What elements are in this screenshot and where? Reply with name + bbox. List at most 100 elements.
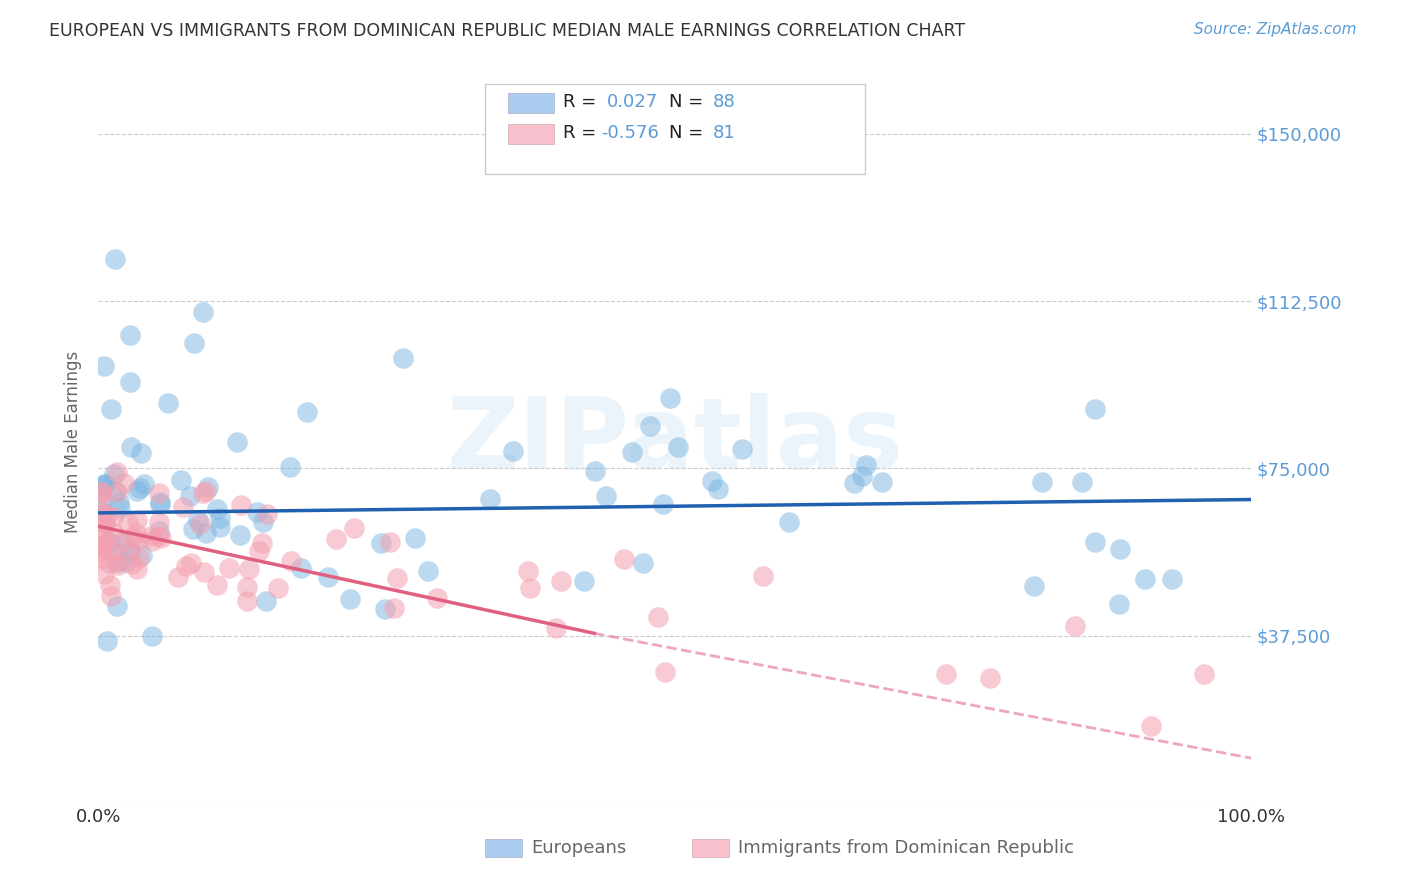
Point [209,511,232,525]
Point [731,442,754,456]
Bar [485,838,522,857]
Point [194,526,217,541]
Point [183,335,205,350]
Point [90,504,112,518]
Point [193,565,215,579]
Point [127,562,149,576]
Point [647,610,669,624]
Point [187,513,209,527]
Point [205,501,228,516]
Text: -0.576: -0.576 [602,124,659,142]
Point [418,564,440,578]
Point [654,665,676,680]
Text: 81: 81 [713,124,735,142]
Point [613,552,636,566]
Point [104,555,127,569]
Point [231,498,253,512]
Point [191,485,214,500]
Point [583,464,606,478]
Point [1133,572,1156,586]
Point [519,581,541,595]
Point [127,483,149,498]
Point [1161,572,1184,586]
Point [658,391,681,405]
Point [90,484,112,499]
Point [90,551,112,566]
Point [391,351,413,366]
Text: R =: R = [562,124,602,142]
Point [125,526,148,541]
Point [640,418,662,433]
Point [93,541,115,555]
Point [229,528,252,542]
Point [238,562,260,576]
Point [108,494,131,508]
Point [1108,597,1130,611]
FancyBboxPatch shape [485,84,865,174]
Point [280,554,302,568]
Point [131,548,153,562]
Point [1084,535,1107,549]
Point [191,305,214,319]
Point [778,515,800,529]
Point [426,591,449,606]
Point [98,537,121,551]
Point [148,524,170,538]
Text: N =: N = [669,93,709,111]
Point [316,570,339,584]
Point [100,402,122,417]
Point [114,555,136,569]
Point [180,556,202,570]
Point [188,517,211,532]
Point [96,535,118,549]
Point [104,252,127,266]
Point [1084,402,1107,417]
Point [207,578,229,592]
Point [107,599,129,614]
Point [98,556,121,570]
Point [129,446,152,460]
Point [132,476,155,491]
Point [149,497,172,511]
Point [290,560,312,574]
Point [1063,618,1085,632]
Point [103,467,125,481]
Point [112,475,135,490]
Text: N =: N = [669,124,709,142]
Point [1031,475,1053,489]
Point [103,546,125,560]
Point [870,475,893,489]
Point [256,507,278,521]
Point [127,513,149,527]
Point [91,507,114,521]
Point [94,477,117,491]
Point [382,601,405,615]
Point [120,440,142,454]
Point [98,534,121,549]
Point [254,594,277,608]
Point [110,500,132,515]
Point [150,531,173,545]
Text: Europeans: Europeans [531,839,626,857]
Point [93,359,115,373]
Point [90,541,112,555]
Point [197,480,219,494]
Point [93,477,115,491]
Point [325,532,347,546]
Text: EUROPEAN VS IMMIGRANTS FROM DOMINICAN REPUBLIC MEDIAN MALE EARNINGS CORRELATION : EUROPEAN VS IMMIGRANTS FROM DOMINICAN RE… [49,22,966,40]
Point [295,405,318,419]
Point [544,621,567,635]
Point [278,459,301,474]
Point [844,475,866,490]
Point [148,529,170,543]
Point [90,545,112,559]
Point [651,497,673,511]
Point [90,508,112,522]
Bar [508,124,554,144]
Point [706,482,728,496]
Point [141,529,163,543]
Point [156,396,179,410]
Point [550,574,572,588]
Point [103,526,125,541]
Point [98,578,121,592]
